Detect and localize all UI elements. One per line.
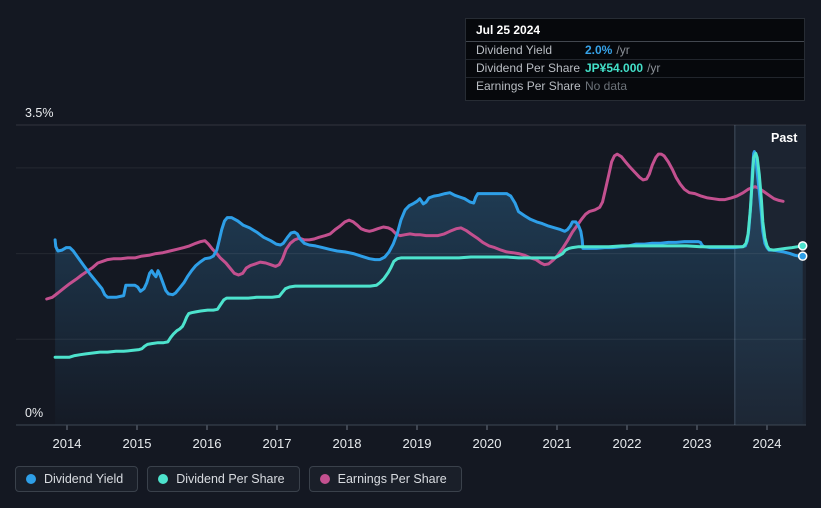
tooltip-value: 2.0%	[585, 43, 613, 57]
dividend-yield-area	[55, 151, 803, 425]
tooltip-unit: /yr	[647, 61, 661, 75]
x-tick-label-2024: 2024	[752, 436, 782, 451]
x-tick-label-2014: 2014	[52, 436, 82, 451]
tooltip-value: No data	[585, 79, 628, 93]
tooltip-label: Earnings Per Share	[476, 79, 581, 93]
end-dot-dividend-yield	[797, 251, 808, 261]
legend-item-label: Dividend Yield	[44, 472, 124, 486]
y-axis-label-max: 3.5%	[25, 106, 54, 120]
legend-item-label: Dividend Per Share	[176, 472, 285, 486]
legend-item-label: Earnings Per Share	[337, 472, 447, 486]
series-line-earnings-per-share	[45, 152, 785, 301]
x-tick-label-2020: 2020	[472, 436, 502, 451]
legend-item-dividend-per-share[interactable]: Dividend Per Share	[147, 466, 300, 492]
tooltip-label: Dividend Per Share	[476, 61, 581, 75]
chart-legend: Dividend Yield Dividend Per Share Earnings…	[15, 466, 462, 492]
dividend-per-share-legend-dot-icon	[158, 474, 169, 484]
series-line-dividend-per-share	[53, 151, 805, 359]
x-tick-label-2022: 2022	[612, 436, 642, 451]
past-region-label: Past	[771, 131, 798, 145]
end-dot-dividend-per-share	[797, 241, 808, 251]
tooltip-date: Jul 25 2024	[476, 23, 541, 37]
tooltip-row-earnings-per-share: Earnings Per Share No data	[466, 77, 804, 95]
x-tick-label-2023: 2023	[682, 436, 712, 451]
tooltip-row-dividend-yield: Dividend Yield 2.0% /yr	[466, 41, 804, 59]
dividend-yield-legend-dot-icon	[26, 474, 36, 484]
earnings-per-share-legend-dot-icon	[319, 474, 330, 484]
tooltip-unit: /yr	[616, 43, 630, 57]
x-tick-label-2017: 2017	[262, 436, 292, 451]
chart-tooltip: Jul 25 2024 Dividend Yield 2.0% /yr Divi…	[465, 18, 805, 101]
x-tick-label-2015: 2015	[122, 436, 152, 451]
tooltip-value: JP¥54.000	[585, 61, 644, 75]
x-tick-label-2019: 2019	[402, 436, 432, 451]
legend-item-dividend-yield[interactable]: Dividend Yield	[15, 466, 139, 492]
x-tick-label-2021: 2021	[542, 436, 572, 451]
x-tick-label-2016: 2016	[192, 436, 222, 451]
y-axis-label-zero: 0%	[25, 406, 44, 420]
x-tick-label-2018: 2018	[332, 436, 362, 451]
tooltip-label: Dividend Yield	[476, 43, 553, 57]
legend-item-earnings-per-share[interactable]: Earnings Per Share	[308, 466, 462, 492]
tooltip-row-dividend-per-share: Dividend Per Share JP¥54.000 /yr	[466, 59, 804, 77]
